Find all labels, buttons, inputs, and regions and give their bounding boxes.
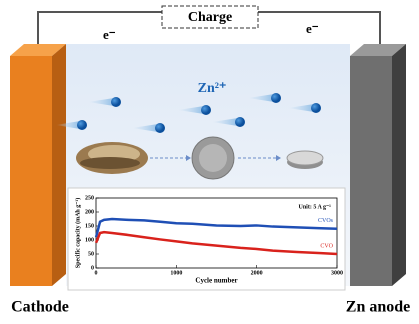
y-tick-label: 150 [85,223,94,229]
wire [38,12,162,48]
x-tick-label: 0 [95,270,98,276]
figure: Charge e⁻ e⁻ Zn²⁺ 0501001502002500100020… [0,0,419,319]
x-tick-label: 3000 [331,270,343,276]
y-tick-label: 250 [85,195,94,201]
x-tick-label: 2000 [251,270,263,276]
x-axis-label: Cycle number [195,277,237,285]
anode [350,56,392,286]
charge-label: Charge [188,10,232,25]
y-tick-label: 100 [85,237,94,243]
y-tick-label: 200 [85,209,94,215]
sem-texture [199,144,227,172]
wire [258,12,380,48]
unit-note: Unit: 5 A g⁻¹ [299,204,332,210]
electron-label: e⁻ [103,27,116,42]
cathode-side [52,44,66,286]
series-label: CVO [320,243,333,249]
electron-label: e⁻ [306,21,319,36]
anode-side [392,44,406,286]
x-tick-label: 1000 [170,270,182,276]
inset-panel [68,188,345,290]
cathode [10,56,52,286]
oyster-shell [76,142,148,174]
ion-label: Zn²⁺ [198,81,227,96]
cathode-label: Cathode [11,299,69,316]
anode-label: Zn anode [346,299,410,316]
y-tick-label: 50 [88,251,94,257]
y-axis-label: Specific capacity (mAh g⁻¹) [74,198,81,268]
coin-cell [287,151,323,169]
series-label: CVOs [318,218,334,224]
